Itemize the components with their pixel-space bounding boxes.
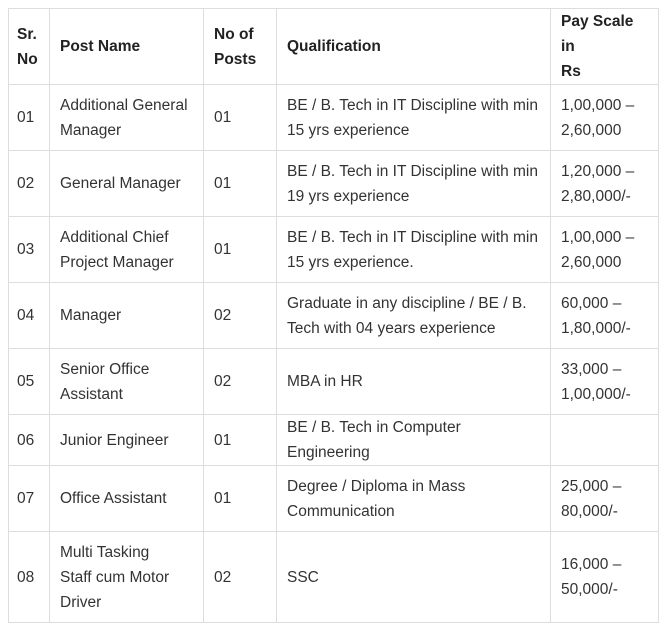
cell-pay-scale: 60,000 – 1,80,000/- <box>550 282 659 349</box>
cell-qualification: SSC <box>276 531 551 623</box>
cell-sr-no: 08 <box>8 531 50 623</box>
table-row: 07 Office Assistant 01 Degree / Diploma in … <box>8 465 659 532</box>
cell-no-of-posts: 01 <box>203 150 277 217</box>
cell-pay-scale: 1,00,000 – 2,60,000 <box>550 84 659 151</box>
cell-pay-scale: 1,00,000 – 2,60,000 <box>550 216 659 283</box>
cell-sr-no: 05 <box>8 348 50 415</box>
cell-qualification: BE / B. Tech in IT Discipline with min 1… <box>276 84 551 151</box>
cell-qualification: BE / B. Tech in IT Discipline with min 1… <box>276 150 551 217</box>
cell-sr-no: 03 <box>8 216 50 283</box>
cell-qualification: BE / B. Tech in Computer Engineering <box>276 414 551 466</box>
cell-qualification: Graduate in any discipline / BE / B. Tec… <box>276 282 551 349</box>
cell-post-name: Office Assistant <box>49 465 204 532</box>
table-row: 05 Senior Office Assistant 02 MBA in HR 33,0… <box>8 348 659 415</box>
cell-no-of-posts: 01 <box>203 216 277 283</box>
cell-pay-scale: 25,000 – 80,000/- <box>550 465 659 532</box>
cell-sr-no: 01 <box>8 84 50 151</box>
header-sr-no: Sr. No <box>8 8 50 85</box>
cell-pay-scale: 33,000 – 1,00,000/- <box>550 348 659 415</box>
header-no-of-posts: No of Posts <box>203 8 277 85</box>
cell-post-name: Senior Office Assistant <box>49 348 204 415</box>
cell-post-name: Manager <box>49 282 204 349</box>
header-post-name: Post Name <box>49 8 204 85</box>
cell-no-of-posts: 02 <box>203 348 277 415</box>
cell-qualification: BE / B. Tech in IT Discipline with min 1… <box>276 216 551 283</box>
cell-no-of-posts: 02 <box>203 531 277 623</box>
cell-post-name: Additional General Manager <box>49 84 204 151</box>
table-row: 06 Junior Engineer 01 BE / B. Tech in Compu… <box>8 414 659 466</box>
cell-post-name: Multi Tasking Staff cum Motor Driver <box>49 531 204 623</box>
recruitment-table: Sr. No Post Name No of Posts Qualificati… <box>8 8 659 623</box>
cell-pay-scale: 1,20,000 – 2,80,000/- <box>550 150 659 217</box>
cell-sr-no: 07 <box>8 465 50 532</box>
table-row: 03 Additional Chief Project Manager 01 BE /… <box>8 216 659 283</box>
cell-no-of-posts: 01 <box>203 414 277 466</box>
table-row: 04 Manager 02 Graduate in any discipline / … <box>8 282 659 349</box>
cell-sr-no: 02 <box>8 150 50 217</box>
cell-no-of-posts: 01 <box>203 84 277 151</box>
table-row: 01 Additional General Manager 01 BE / B. Te… <box>8 84 659 151</box>
cell-no-of-posts: 01 <box>203 465 277 532</box>
cell-pay-scale: 16,000 – 50,000/- <box>550 531 659 623</box>
header-qualification: Qualification <box>276 8 551 85</box>
table-row: 08 Multi Tasking Staff cum Motor Driver 02… <box>8 531 659 623</box>
cell-post-name: Junior Engineer <box>49 414 204 466</box>
cell-sr-no: 04 <box>8 282 50 349</box>
table-header-row: Sr. No Post Name No of Posts Qualificati… <box>8 8 659 85</box>
cell-pay-scale <box>550 414 659 466</box>
cell-qualification: Degree / Diploma in Mass Communication <box>276 465 551 532</box>
cell-post-name: Additional Chief Project Manager <box>49 216 204 283</box>
cell-qualification: MBA in HR <box>276 348 551 415</box>
cell-sr-no: 06 <box>8 414 50 466</box>
table-body: 01 Additional General Manager 01 BE / B. Te… <box>8 84 659 623</box>
header-pay-scale: Pay Scale in Rs <box>550 8 659 85</box>
cell-no-of-posts: 02 <box>203 282 277 349</box>
table-row: 02 General Manager 01 BE / B. Tech in IT Di… <box>8 150 659 217</box>
cell-post-name: General Manager <box>49 150 204 217</box>
